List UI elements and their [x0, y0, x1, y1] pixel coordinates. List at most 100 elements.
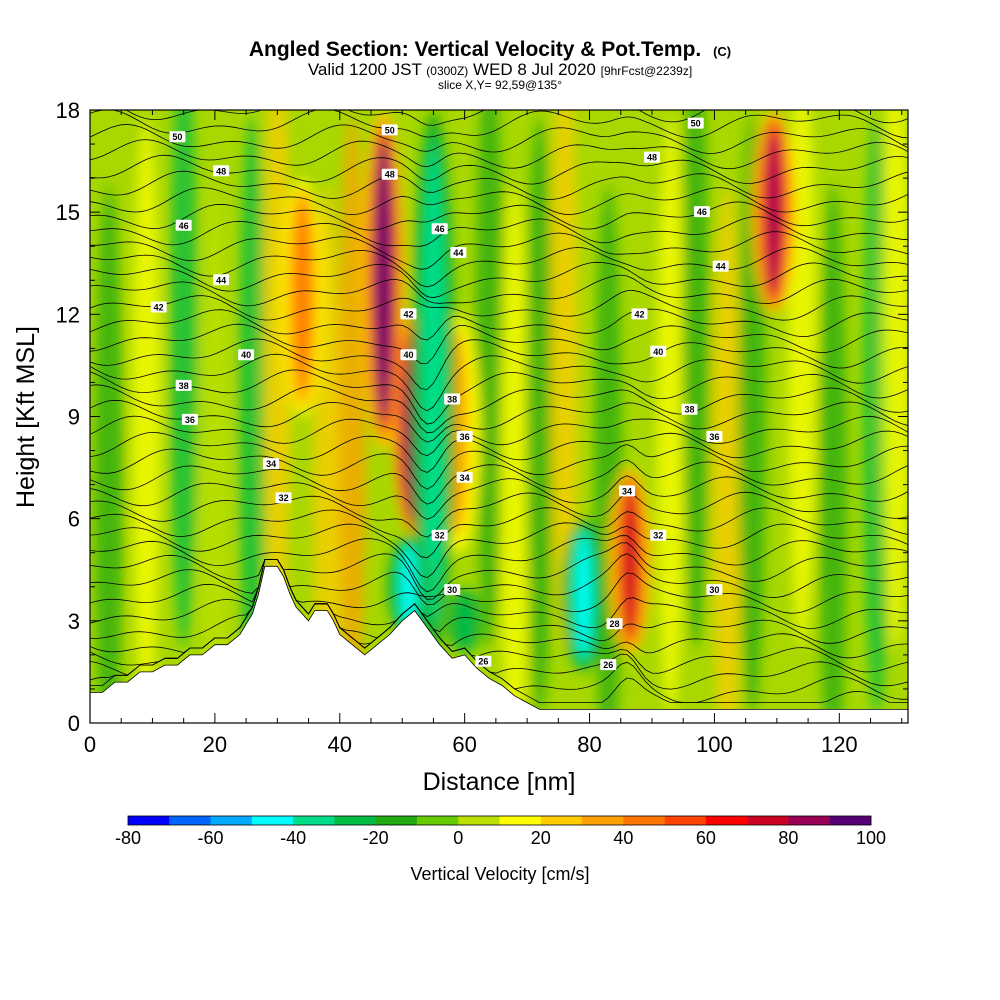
theta-label: 38 — [175, 379, 192, 391]
colorbar-swatch — [458, 816, 500, 825]
colorbar: -80 -60 -40 -20 0 20 40 60 80 100 — [115, 815, 886, 848]
theta-label: 50 — [687, 117, 704, 129]
y-tick-label: 6 — [68, 507, 80, 532]
x-tick-label: 60 — [452, 732, 476, 757]
x-tick-label: 0 — [84, 732, 96, 757]
y-tick-label: 18 — [56, 98, 80, 123]
y-tick-label: 9 — [68, 405, 80, 430]
theta-label: 30 — [706, 584, 723, 596]
theta-contour-line — [125, 110, 908, 126]
theta-label-box — [431, 529, 448, 541]
theta-label-text: 44 — [716, 262, 726, 272]
theta-label-text: 38 — [684, 405, 694, 415]
velocity-band — [338, 116, 367, 717]
theta-label-box — [456, 430, 473, 442]
theta-contour-line — [90, 507, 908, 559]
slice-info: slice X,Y= 92,59@135° — [438, 78, 562, 92]
y-tick-label: 12 — [56, 302, 80, 327]
theta-label: 34 — [456, 471, 473, 483]
theta-label: 48 — [643, 151, 660, 163]
theta-label: 40 — [238, 349, 255, 361]
theta-label: 36 — [706, 430, 723, 442]
theta-label-text: 50 — [691, 119, 701, 129]
theta-label-box — [431, 223, 448, 235]
theta-label-box — [444, 393, 461, 405]
theta-contour-line — [90, 430, 908, 473]
theta-contour-line — [90, 231, 908, 270]
theta-label: 48 — [213, 165, 230, 177]
theta-contour-line — [90, 353, 908, 412]
theta-label-box — [238, 349, 255, 361]
y-tick-label: 15 — [56, 200, 80, 225]
theta-label-box — [400, 308, 417, 320]
theta-contour-line — [90, 522, 908, 579]
theta-label-box — [650, 345, 667, 357]
theta-contour-line — [90, 216, 908, 247]
theta-label: 34 — [619, 485, 636, 497]
theta-label-box — [450, 247, 467, 259]
theta-label-box — [169, 131, 186, 143]
theta-label-box — [712, 260, 729, 272]
velocity-band — [200, 184, 229, 723]
updraft-streak — [766, 128, 781, 296]
theta-contour-line — [90, 384, 908, 434]
theta-label-text: 30 — [709, 585, 719, 595]
velocity-band — [681, 110, 710, 649]
colorbar-swatch — [375, 816, 418, 825]
colorbar-tick-label: 20 — [531, 828, 551, 848]
colorbar-tick-label: -20 — [363, 828, 389, 848]
theta-label: 26 — [600, 659, 617, 671]
subtitle-zulu: (0300Z) — [426, 64, 468, 78]
theta-contour-line — [90, 459, 908, 505]
theta-label-box — [263, 458, 280, 470]
theta-label-text: 40 — [403, 350, 413, 360]
chart-title-note: (C) — [713, 44, 731, 59]
theta-contour-line — [90, 170, 908, 200]
colorbar-tick-label: 40 — [613, 828, 633, 848]
updraft-streak — [376, 140, 391, 420]
x-tick-label: 120 — [821, 732, 858, 757]
theta-label-text: 40 — [241, 350, 251, 360]
theta-label-text: 34 — [266, 459, 276, 469]
theta-contour-line — [90, 559, 908, 659]
theta-label-text: 26 — [603, 660, 613, 670]
theta-label: 34 — [263, 458, 280, 470]
updraft-streak — [295, 199, 310, 396]
theta-label-text: 36 — [185, 415, 195, 425]
theta-label: 44 — [712, 260, 729, 272]
colorbar-swatch — [705, 816, 748, 825]
colorbar-swatch — [416, 816, 459, 825]
theta-label: 48 — [381, 168, 398, 180]
y-axis-label: Height [Kft MSL] — [12, 326, 40, 508]
velocity-band — [132, 116, 161, 717]
theta-label-text: 30 — [447, 585, 457, 595]
theta-contour-line — [90, 139, 908, 170]
theta-label: 44 — [213, 274, 230, 286]
theta-contour-line — [90, 535, 908, 593]
theta-label: 50 — [381, 124, 398, 136]
theta-label-box — [650, 529, 667, 541]
velocity-band — [656, 116, 685, 717]
theta-label-box — [175, 219, 192, 231]
theta-label: 30 — [444, 584, 461, 596]
colorbar-tick-label: 0 — [453, 828, 463, 848]
colorbar-swatch — [251, 816, 294, 825]
theta-label-box — [706, 430, 723, 442]
chart-subtitle: Valid 1200 JST (0300Z) WED 8 Jul 2020 [9… — [308, 60, 692, 79]
theta-label-text: 48 — [216, 166, 226, 176]
updraft-streak — [623, 484, 638, 639]
colorbar-swatch — [664, 816, 707, 825]
velocity-band — [500, 184, 529, 723]
theta-contour-line — [90, 542, 908, 600]
velocity-band — [819, 184, 848, 723]
theta-label: 28 — [606, 618, 623, 630]
subtitle-date: WED 8 Jul 2020 — [473, 60, 596, 79]
theta-contour-line — [90, 110, 908, 139]
theta-label: 46 — [693, 206, 710, 218]
y-tick-label: 3 — [68, 609, 80, 634]
theta-label-text: 32 — [435, 531, 445, 541]
x-tick-label: 20 — [203, 732, 227, 757]
theta-label-box — [381, 124, 398, 136]
theta-label-text: 42 — [154, 303, 164, 313]
x-tick-label: 40 — [328, 732, 352, 757]
